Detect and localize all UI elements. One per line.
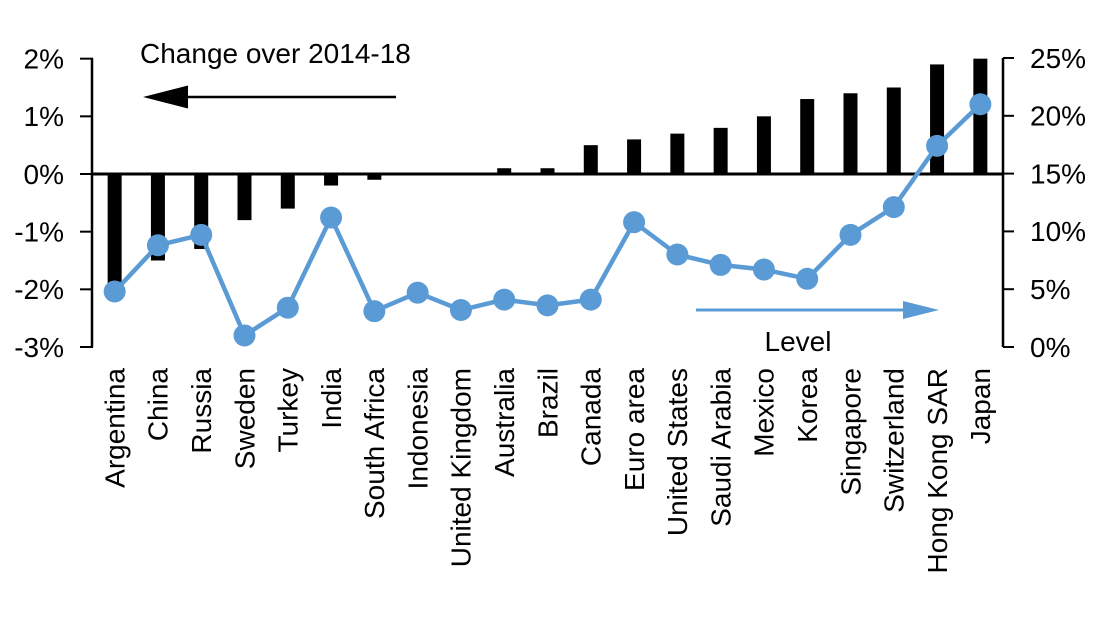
category-label-united-kingdom: United Kingdom bbox=[446, 368, 477, 567]
bar-saudi-arabia bbox=[713, 127, 728, 174]
level-marker-brazil bbox=[536, 294, 559, 317]
right-arrow-icon bbox=[903, 301, 939, 319]
category-label-sweden: Sweden bbox=[229, 368, 260, 469]
category-label-argentina: Argentina bbox=[99, 368, 130, 488]
right-axis-tick-label: 10% bbox=[1030, 216, 1086, 247]
level-marker-japan bbox=[969, 93, 992, 116]
category-label-brazil: Brazil bbox=[532, 368, 563, 438]
left-arrow-icon bbox=[143, 85, 188, 109]
level-marker-hong-kong-sar bbox=[926, 134, 949, 157]
bar-canada bbox=[583, 145, 598, 174]
bar-mexico bbox=[756, 116, 771, 174]
bar-brazil bbox=[540, 168, 555, 174]
category-label-turkey: Turkey bbox=[273, 368, 304, 453]
level-marker-india bbox=[320, 206, 343, 229]
right-series-label: Level bbox=[765, 326, 832, 357]
bar-australia bbox=[497, 168, 512, 174]
category-label-canada: Canada bbox=[576, 368, 607, 467]
level-marker-australia bbox=[493, 288, 516, 311]
category-label-korea: Korea bbox=[792, 368, 823, 443]
category-label-singapore: Singapore bbox=[835, 368, 866, 496]
category-label-saudi-arabia: Saudi Arabia bbox=[705, 368, 736, 527]
level-marker-euro-area bbox=[623, 211, 646, 234]
category-label-united-states: United States bbox=[662, 368, 693, 536]
bar-sweden bbox=[237, 174, 252, 221]
category-label-switzerland: Switzerland bbox=[879, 368, 910, 513]
level-marker-saudi-arabia bbox=[709, 253, 732, 276]
left-axis-tick-label: -2% bbox=[14, 274, 64, 305]
left-series-title: Change over 2014-18 bbox=[140, 38, 411, 69]
level-marker-turkey bbox=[276, 296, 299, 319]
left-axis-tick-label: 1% bbox=[24, 101, 64, 132]
left-axis-tick-label: 0% bbox=[24, 159, 64, 190]
level-marker-korea bbox=[796, 267, 819, 290]
bar-euro-area bbox=[627, 139, 642, 174]
bar-switzerland bbox=[886, 87, 901, 174]
category-label-euro-area: Euro area bbox=[619, 368, 650, 491]
level-marker-united-kingdom bbox=[449, 299, 472, 322]
category-label-indonesia: Indonesia bbox=[402, 368, 433, 490]
bar-turkey bbox=[280, 174, 295, 209]
level-marker-canada bbox=[579, 288, 602, 311]
right-axis-tick-label: 0% bbox=[1030, 332, 1070, 363]
bar-india bbox=[324, 174, 339, 186]
level-marker-indonesia bbox=[406, 281, 429, 304]
right-axis-tick-label: 15% bbox=[1030, 158, 1086, 189]
category-label-hong-kong-sar: Hong Kong SAR bbox=[922, 368, 953, 573]
right-axis-tick-label: 5% bbox=[1030, 274, 1070, 305]
level-marker-sweden bbox=[233, 324, 256, 347]
level-marker-switzerland bbox=[882, 196, 905, 219]
level-marker-argentina bbox=[103, 280, 126, 303]
category-label-japan: Japan bbox=[965, 368, 996, 444]
category-label-mexico: Mexico bbox=[749, 368, 780, 457]
left-axis-tick-label: 2% bbox=[24, 43, 64, 74]
bar-south-africa bbox=[367, 174, 382, 180]
level-marker-mexico bbox=[752, 258, 775, 281]
category-label-china: China bbox=[143, 368, 174, 442]
level-marker-singapore bbox=[839, 223, 862, 246]
bar-korea bbox=[800, 99, 815, 174]
bar-singapore bbox=[843, 93, 858, 174]
level-marker-russia bbox=[190, 223, 213, 246]
left-axis-tick-label: -3% bbox=[14, 332, 64, 363]
left-axis-tick-label: -1% bbox=[14, 216, 64, 247]
bar-argentina bbox=[107, 174, 122, 284]
category-label-russia: Russia bbox=[186, 368, 217, 454]
bar-japan bbox=[973, 58, 988, 174]
category-label-india: India bbox=[316, 368, 347, 429]
level-marker-united-states bbox=[666, 243, 689, 266]
category-label-south-africa: South Africa bbox=[359, 368, 390, 519]
bar-hong-kong-sar bbox=[930, 64, 945, 174]
category-label-australia: Australia bbox=[489, 368, 520, 477]
level-marker-china bbox=[146, 234, 169, 257]
bar-united-states bbox=[670, 133, 685, 174]
right-axis-tick-label: 25% bbox=[1030, 43, 1086, 74]
right-axis-tick-label: 20% bbox=[1030, 101, 1086, 132]
level-marker-south-africa bbox=[363, 300, 386, 323]
